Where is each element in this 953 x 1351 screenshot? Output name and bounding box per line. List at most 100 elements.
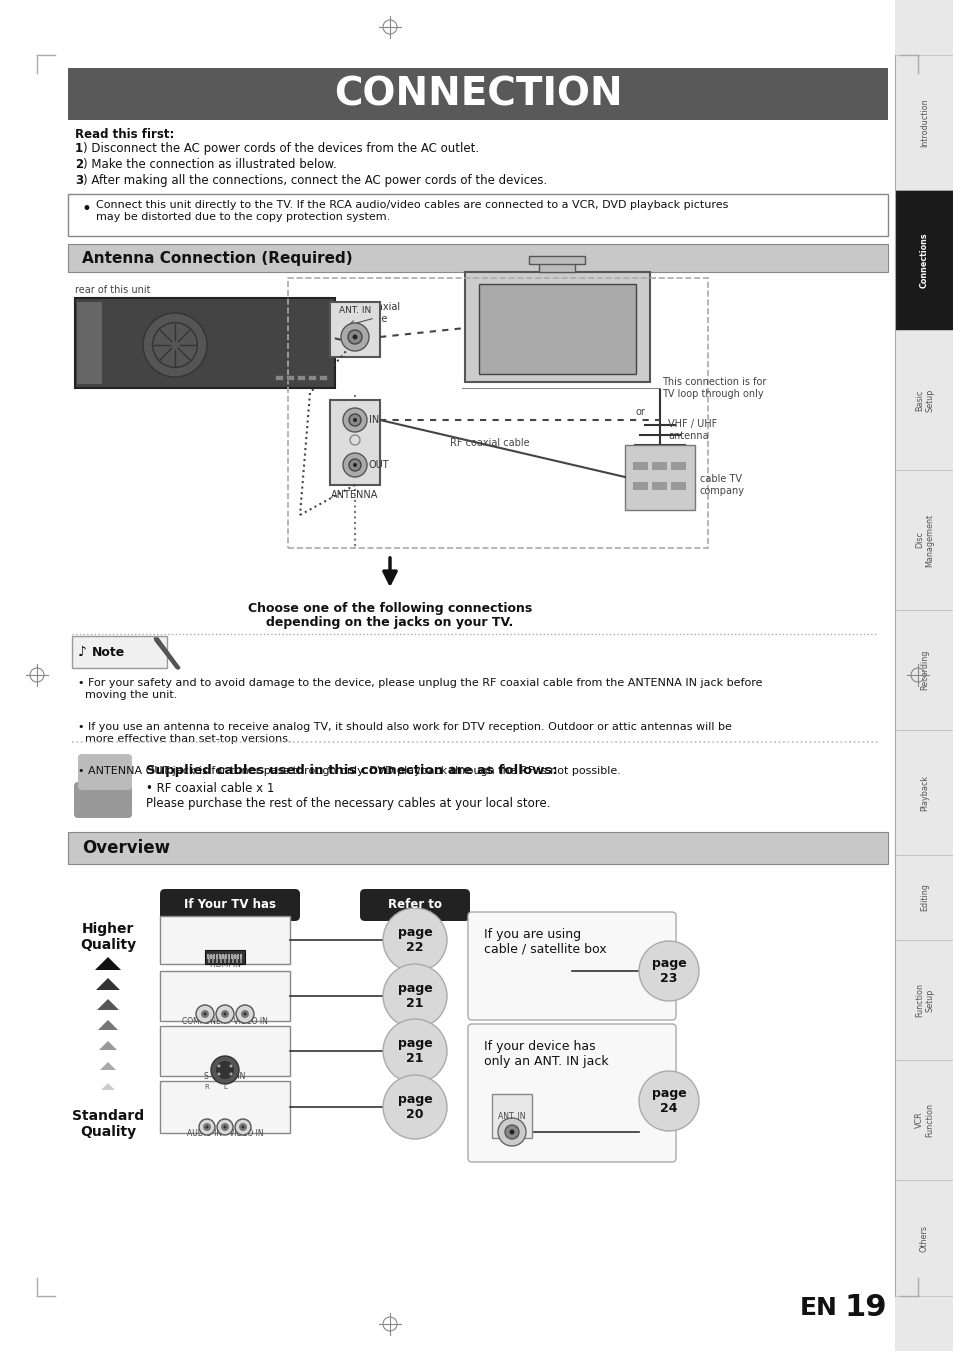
Polygon shape xyxy=(97,998,119,1011)
Polygon shape xyxy=(101,1084,115,1090)
Circle shape xyxy=(509,1129,514,1135)
Bar xyxy=(286,376,294,380)
Bar xyxy=(651,462,666,470)
Bar xyxy=(68,195,887,236)
Text: Standard
Quality: Standard Quality xyxy=(71,1109,144,1139)
Bar xyxy=(219,954,221,959)
Bar xyxy=(308,376,315,380)
Bar xyxy=(894,1061,953,1179)
Bar xyxy=(296,376,305,380)
Bar xyxy=(894,190,953,330)
Text: This connection is for
TV loop through only: This connection is for TV loop through o… xyxy=(661,377,765,399)
Text: VCR
Function: VCR Function xyxy=(914,1102,933,1138)
Text: page
21: page 21 xyxy=(397,1038,432,1065)
Bar xyxy=(240,955,242,963)
Circle shape xyxy=(221,1011,229,1019)
Circle shape xyxy=(382,1019,447,1084)
Bar xyxy=(894,855,953,940)
Text: VHF / UHF
antenna: VHF / UHF antenna xyxy=(667,419,717,440)
Bar xyxy=(651,482,666,490)
Bar xyxy=(228,955,230,963)
Circle shape xyxy=(348,330,361,345)
Text: Read this first:: Read this first: xyxy=(75,128,174,141)
Bar xyxy=(478,284,636,374)
Bar xyxy=(215,954,218,959)
Circle shape xyxy=(216,1119,233,1135)
Bar xyxy=(228,954,230,959)
Text: ANT. IN: ANT. IN xyxy=(338,305,371,315)
Polygon shape xyxy=(96,978,120,990)
Text: depending on the jacks on your TV.: depending on the jacks on your TV. xyxy=(266,616,513,630)
Text: ANT. IN: ANT. IN xyxy=(497,1112,525,1121)
Bar xyxy=(670,482,685,490)
Circle shape xyxy=(504,1125,518,1139)
Circle shape xyxy=(340,323,369,351)
Text: Editing: Editing xyxy=(919,884,928,912)
Circle shape xyxy=(223,1012,226,1016)
Bar xyxy=(624,444,695,509)
Text: • ANTENNA OUT jack is for tuner pass through only. DVD playback through the RF i: • ANTENNA OUT jack is for tuner pass thr… xyxy=(78,766,620,775)
Bar xyxy=(77,303,102,384)
Bar xyxy=(529,255,584,263)
Text: If Your TV has: If Your TV has xyxy=(184,898,275,912)
Circle shape xyxy=(211,1056,239,1084)
Text: ) Make the connection as illustrated below.: ) Make the connection as illustrated bel… xyxy=(83,158,336,172)
Bar xyxy=(335,335,353,351)
Circle shape xyxy=(243,1012,246,1016)
Bar xyxy=(215,955,218,963)
Bar xyxy=(894,55,953,190)
Bar xyxy=(160,971,290,1021)
Bar xyxy=(633,462,647,470)
Polygon shape xyxy=(98,1020,118,1029)
Bar xyxy=(212,955,213,963)
Text: page
20: page 20 xyxy=(397,1093,432,1121)
Circle shape xyxy=(215,1061,233,1079)
Circle shape xyxy=(497,1119,525,1146)
Circle shape xyxy=(230,1065,233,1067)
Circle shape xyxy=(352,335,357,339)
Text: 2: 2 xyxy=(75,158,83,172)
Text: • RF coaxial cable x 1
Please purchase the rest of the necessary cables at your : • RF coaxial cable x 1 Please purchase t… xyxy=(146,782,550,811)
Circle shape xyxy=(241,1125,244,1128)
Bar xyxy=(231,954,233,959)
Bar xyxy=(288,278,707,549)
Text: If you are using
cable / satellite box: If you are using cable / satellite box xyxy=(483,928,606,957)
Text: EN: EN xyxy=(800,1296,837,1320)
Bar xyxy=(633,482,647,490)
Text: Antenna Connection (Required): Antenna Connection (Required) xyxy=(82,250,353,266)
Circle shape xyxy=(203,1012,206,1016)
Text: L: L xyxy=(223,1084,227,1090)
Text: 1: 1 xyxy=(75,142,83,155)
Text: page
23: page 23 xyxy=(651,957,685,985)
Circle shape xyxy=(201,1011,209,1019)
Bar xyxy=(894,730,953,855)
Text: ) After making all the connections, connect the AC power cords of the devices.: ) After making all the connections, conn… xyxy=(83,174,547,186)
Bar xyxy=(894,1179,953,1296)
Text: Basic
Setup: Basic Setup xyxy=(914,388,933,412)
Bar xyxy=(224,955,226,963)
Text: page
22: page 22 xyxy=(397,925,432,954)
Circle shape xyxy=(223,1125,226,1128)
Text: •: • xyxy=(82,200,91,218)
Bar xyxy=(894,330,953,470)
Bar xyxy=(205,950,245,965)
Circle shape xyxy=(143,313,207,377)
Circle shape xyxy=(217,1065,220,1067)
Bar xyxy=(330,400,379,485)
Text: Higher
Quality: Higher Quality xyxy=(80,921,136,952)
Bar xyxy=(330,303,379,357)
Bar xyxy=(538,262,575,272)
Circle shape xyxy=(221,1123,229,1131)
Bar xyxy=(894,940,953,1061)
Bar xyxy=(208,955,210,963)
Circle shape xyxy=(353,463,356,467)
Text: COMPONENT VIDEO IN: COMPONENT VIDEO IN xyxy=(182,1017,268,1025)
Text: 19: 19 xyxy=(844,1293,886,1323)
FancyBboxPatch shape xyxy=(74,782,132,817)
Text: Note: Note xyxy=(91,646,125,658)
Circle shape xyxy=(343,453,367,477)
Text: Choose one of the following connections: Choose one of the following connections xyxy=(248,603,532,615)
FancyBboxPatch shape xyxy=(359,889,470,921)
Text: OUT: OUT xyxy=(369,459,389,470)
Text: S-VIDEO IN: S-VIDEO IN xyxy=(204,1071,246,1081)
